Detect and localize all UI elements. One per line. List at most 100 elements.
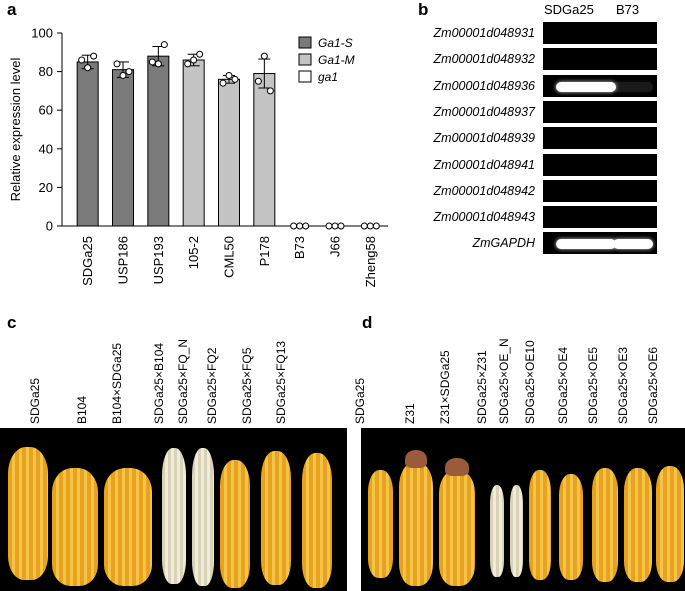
data-point <box>90 52 98 60</box>
data-point <box>113 60 121 68</box>
gel-gene-label: Zm00001d048936 <box>433 78 535 93</box>
panel-label-c: c <box>7 313 17 332</box>
corn-cob <box>439 458 475 586</box>
gel-band <box>556 239 616 250</box>
data-point <box>119 71 127 79</box>
data-point <box>125 68 133 76</box>
panel-label-b: b <box>418 0 429 19</box>
cob-genotype-label: B104×SDGa25 <box>110 342 124 424</box>
cob-genotype-label: SDGa25×OE3 <box>616 346 630 424</box>
gel-band <box>613 239 653 250</box>
gel-row <box>543 153 657 176</box>
corn-cob <box>399 450 433 586</box>
y-tick-label: 100 <box>31 26 53 41</box>
data-point <box>360 222 368 230</box>
x-tick-label: CML50 <box>222 236 237 278</box>
gel-row <box>543 206 657 229</box>
gel-lane-label: SDGa25 <box>544 2 594 17</box>
corn-cob <box>559 474 583 580</box>
data-point <box>266 87 274 95</box>
data-point <box>231 75 239 83</box>
data-point <box>372 222 380 230</box>
bar <box>253 73 276 227</box>
corn-cob <box>104 468 152 586</box>
gel-gene-label: Zm00001d048931 <box>433 26 535 40</box>
corn-cob <box>529 470 551 580</box>
corn-cob <box>192 448 214 586</box>
corn-cob <box>162 448 186 584</box>
cob-genotype-label: B104 <box>75 395 89 424</box>
data-point <box>190 56 198 64</box>
y-tick-label: 0 <box>46 219 53 234</box>
gel-row <box>543 232 657 255</box>
data-point <box>290 222 298 230</box>
cob-genotype-label: SDGa25×OE5 <box>586 346 600 424</box>
cob-genotype-label: SDGa25×OE10 <box>523 340 537 424</box>
cob-genotype-label: Z31 <box>403 403 417 424</box>
data-point <box>78 56 86 64</box>
corn-cob <box>490 485 504 577</box>
x-tick-label: USP193 <box>151 236 166 284</box>
cob-genotype-label: SDGa25×OE_N <box>497 338 511 424</box>
data-point <box>366 222 374 230</box>
legend-label: ga1 <box>318 70 338 84</box>
gel-row <box>543 48 657 71</box>
data-point <box>219 79 227 87</box>
y-tick-label: 60 <box>39 103 53 118</box>
gel-gene-label: Zm00001d048932 <box>433 52 535 67</box>
corn-cob <box>52 468 98 586</box>
bar <box>182 59 205 227</box>
cob-genotype-label: Z31×SDGa25 <box>438 350 452 424</box>
gel-band <box>613 81 653 92</box>
gel-gene-label: Zm00001d048942 <box>433 183 535 198</box>
panel-label-a: a <box>7 0 17 19</box>
data-point <box>302 222 310 230</box>
legend-label: Ga1-M <box>318 53 355 67</box>
corn-cob <box>624 468 652 582</box>
cob-genotype-label: SDGa25×OE6 <box>646 346 660 424</box>
bar <box>147 55 170 227</box>
bar <box>218 78 240 227</box>
bar <box>76 61 99 227</box>
cob-genotype-label: SDGa25 <box>353 377 367 424</box>
x-tick-label: B73 <box>292 236 307 259</box>
expression-bar-chart: 0 20 40 60 80 100 Relative expression level SDG… <box>8 26 388 287</box>
y-axis-label: Relative expression level <box>8 57 23 201</box>
x-tick-label: P178 <box>257 236 272 266</box>
corn-cob <box>220 460 250 588</box>
corn-cob <box>592 468 618 582</box>
x-tick-label: 105-2 <box>186 236 201 269</box>
data-point <box>196 50 204 58</box>
gel-lane-label: B73 <box>616 2 640 17</box>
data-point <box>154 60 162 68</box>
corn-cob <box>510 485 523 577</box>
gel-row <box>543 74 657 97</box>
cob-genotype-label: SDGa25×Z31 <box>475 350 489 424</box>
gel-row <box>543 179 657 202</box>
data-point <box>160 41 168 49</box>
gel-gene-label: Zm00001d048941 <box>433 157 535 172</box>
x-tick-label: SDGa25 <box>80 236 95 286</box>
data-point <box>325 222 333 230</box>
corn-cob <box>8 447 48 580</box>
gel-gene-label: Zm00001d048939 <box>433 131 535 146</box>
data-point <box>225 71 233 79</box>
data-point <box>296 222 304 230</box>
cob-genotype-label: SDGa25×OE4 <box>556 346 570 424</box>
legend-swatch <box>298 36 312 49</box>
gel-gene-label: ZmGAPDH <box>472 236 536 251</box>
x-tick-label: USP186 <box>116 236 131 284</box>
y-tick-label: 20 <box>39 180 53 195</box>
legend-swatch <box>298 70 312 83</box>
legend-swatch <box>298 53 312 66</box>
y-tick-label: 80 <box>39 64 53 79</box>
data-point <box>260 52 268 60</box>
bar <box>112 69 134 227</box>
y-tick-label: 40 <box>39 141 53 156</box>
gel-row <box>543 22 657 44</box>
data-point <box>331 222 339 230</box>
legend-label: Ga1-S <box>318 36 353 50</box>
corn-cob <box>368 470 393 578</box>
corn-cob <box>656 466 684 582</box>
data-point <box>184 60 192 68</box>
